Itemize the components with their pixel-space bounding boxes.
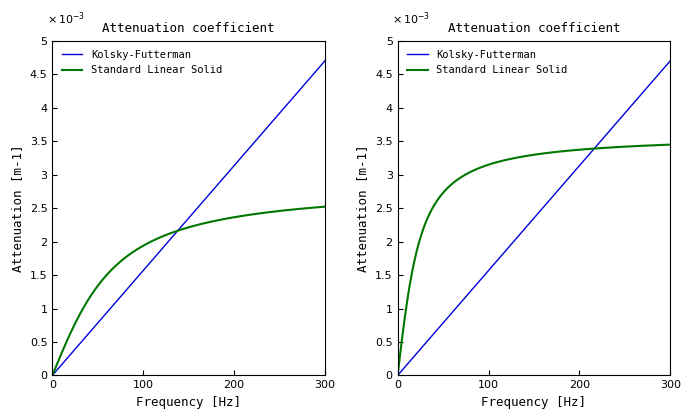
Kolsky-Futterman bbox=[266, 122, 274, 127]
Standard Linear Solid bbox=[611, 144, 619, 150]
Title: Attenuation coefficient: Attenuation coefficient bbox=[102, 22, 275, 35]
X-axis label: Frequency [Hz]: Frequency [Hz] bbox=[136, 396, 242, 409]
Title: Attenuation coefficient: Attenuation coefficient bbox=[448, 22, 620, 35]
Line: Kolsky-Futterman: Kolsky-Futterman bbox=[398, 60, 671, 375]
Kolsky-Futterman bbox=[581, 157, 589, 162]
Kolsky-Futterman bbox=[666, 58, 675, 63]
Standard Linear Solid bbox=[48, 373, 57, 378]
Kolsky-Futterman bbox=[421, 341, 430, 346]
Y-axis label: Attenuation [m-1]: Attenuation [m-1] bbox=[356, 144, 370, 272]
Standard Linear Solid bbox=[394, 373, 402, 378]
Standard Linear Solid bbox=[235, 214, 244, 219]
Kolsky-Futterman bbox=[261, 128, 269, 133]
Standard Linear Solid bbox=[513, 155, 522, 160]
Standard Linear Solid bbox=[158, 234, 167, 239]
Standard Linear Solid bbox=[321, 204, 329, 209]
Line: Standard Linear Solid: Standard Linear Solid bbox=[53, 207, 325, 375]
Legend: Kolsky-Futterman, Standard Linear Solid: Kolsky-Futterman, Standard Linear Solid bbox=[403, 46, 572, 79]
Kolsky-Futterman bbox=[48, 373, 57, 378]
Text: $\times\,10^{-3}$: $\times\,10^{-3}$ bbox=[47, 10, 85, 27]
Standard Linear Solid bbox=[168, 230, 176, 235]
Text: $\times\,10^{-3}$: $\times\,10^{-3}$ bbox=[392, 10, 430, 27]
Standard Linear Solid bbox=[266, 210, 274, 215]
Standard Linear Solid bbox=[421, 220, 430, 226]
Kolsky-Futterman bbox=[321, 58, 329, 63]
Kolsky-Futterman bbox=[158, 246, 167, 251]
Kolsky-Futterman bbox=[235, 157, 244, 162]
Kolsky-Futterman bbox=[76, 341, 84, 346]
Standard Linear Solid bbox=[581, 147, 589, 152]
Standard Linear Solid bbox=[261, 210, 269, 215]
Standard Linear Solid bbox=[504, 157, 512, 162]
Standard Linear Solid bbox=[76, 311, 84, 316]
Standard Linear Solid bbox=[666, 142, 675, 147]
Line: Standard Linear Solid: Standard Linear Solid bbox=[398, 144, 671, 375]
X-axis label: Frequency [Hz]: Frequency [Hz] bbox=[482, 396, 587, 409]
Legend: Kolsky-Futterman, Standard Linear Solid: Kolsky-Futterman, Standard Linear Solid bbox=[57, 46, 226, 79]
Kolsky-Futterman bbox=[394, 373, 402, 378]
Kolsky-Futterman bbox=[168, 234, 176, 239]
Line: Kolsky-Futterman: Kolsky-Futterman bbox=[53, 60, 325, 375]
Kolsky-Futterman bbox=[606, 128, 614, 133]
Kolsky-Futterman bbox=[504, 246, 512, 251]
Y-axis label: Attenuation [m-1]: Attenuation [m-1] bbox=[11, 144, 24, 272]
Standard Linear Solid bbox=[606, 145, 614, 150]
Kolsky-Futterman bbox=[513, 234, 522, 239]
Kolsky-Futterman bbox=[611, 122, 619, 127]
